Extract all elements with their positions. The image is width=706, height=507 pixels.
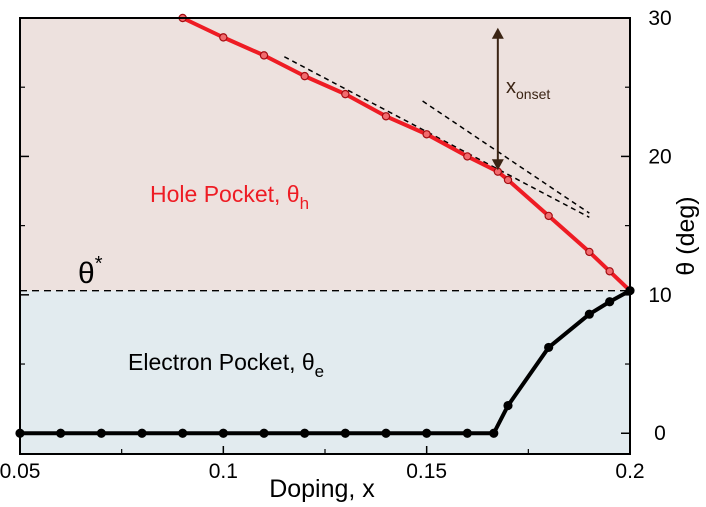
onset-arrow: [491, 27, 504, 171]
electron-point-8: [300, 428, 310, 438]
y-axis-title: θ (deg): [672, 196, 700, 275]
electron-pocket-label: Electron Pocket, θe: [128, 349, 324, 381]
x-axis-title: Doping, x: [269, 475, 375, 503]
background-regions: [20, 18, 630, 454]
y-axis: 0 10 20 30: [20, 7, 672, 445]
onset-arrow-head-top: [491, 27, 504, 39]
electron-point-16: [584, 309, 594, 319]
hole-point-10: [503, 175, 513, 185]
tangent-line-2: [422, 100, 590, 214]
hole-pocket-subscript: h: [300, 194, 309, 213]
hole-point-3: [259, 51, 269, 60]
electron-point-7: [259, 428, 269, 438]
electron-region: [20, 290, 630, 454]
hole-series-line: [181, 16, 632, 293]
electron-point-15: [544, 342, 554, 353]
electron-point-17: [605, 297, 615, 307]
hole-pocket-label: Hole Pocket, θh: [150, 181, 309, 213]
hole-pocket-text: Hole Pocket, θ: [150, 181, 300, 207]
hole-point-6: [381, 112, 391, 121]
theta-star-superscript: *: [95, 253, 103, 275]
theta-star-label: θ*: [78, 253, 103, 290]
tangent-lines: [283, 56, 590, 218]
tangent-line-1: [283, 56, 590, 218]
hole-region: [20, 18, 630, 291]
onset-arrow-head-bottom: [491, 159, 504, 171]
hole-point-8: [463, 152, 472, 161]
x-axis: 0.05 0.1 0.15 0.2: [0, 446, 645, 483]
y-tick-label-1: 0: [654, 422, 666, 445]
hole-point-7: [422, 130, 431, 139]
x-tick-label-3: 0.15: [406, 460, 447, 483]
electron-point-6: [218, 428, 228, 438]
y-tick-label-2: 10: [648, 284, 671, 307]
electron-point-11: [422, 428, 432, 438]
electron-point-4: [137, 428, 147, 438]
x-tick-label-2: 0.1: [209, 460, 238, 483]
hole-point-12: [585, 247, 594, 257]
x-onset-subscript: onset: [516, 86, 550, 102]
hole-point-5: [341, 89, 350, 99]
hole-point-2: [219, 33, 228, 42]
electron-pocket-subscript: e: [315, 362, 324, 381]
electron-point-5: [178, 428, 188, 438]
electron-point-2: [56, 428, 66, 438]
y-tick-label-3: 20: [648, 145, 671, 168]
hole-point-13: [605, 267, 614, 276]
y-tick-label-4: 30: [648, 7, 671, 30]
hole-point-4: [300, 71, 309, 81]
x-tick-label-1: 0.05: [0, 460, 40, 483]
x-onset-label: xonset: [506, 76, 550, 102]
theta-star-symbol: θ: [78, 257, 95, 290]
electron-point-10: [381, 428, 391, 438]
electron-series-line: [20, 288, 631, 436]
electron-point-14: [503, 400, 513, 411]
hole-point-11: [544, 211, 553, 221]
electron-point-13: [489, 428, 499, 438]
x-onset-symbol: x: [506, 76, 516, 98]
electron-point-12: [462, 428, 472, 438]
x-tick-label-4: 0.2: [615, 460, 644, 483]
electron-point-9: [340, 428, 350, 438]
electron-pocket-text: Electron Pocket, θ: [128, 349, 315, 375]
electron-point-3: [96, 428, 106, 438]
